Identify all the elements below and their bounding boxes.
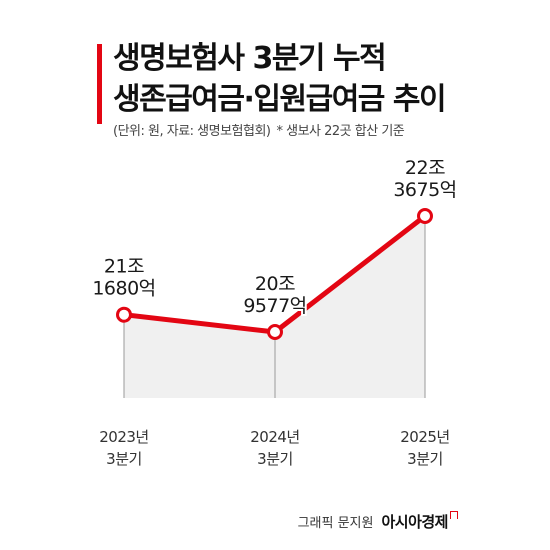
chart-subtitle: (단위: 원, 자료: 생명보험협회) * 생보사 22곳 합산 기준 — [113, 120, 405, 139]
chart-title-line1: 생명보험사 3분기 누적 — [113, 41, 387, 76]
source-note: (단위: 원, 자료: 생명보험협회) — [113, 124, 271, 139]
data-point-2 — [267, 324, 283, 340]
chart-title-line2: 생존급여금·입원급여금 추이 — [113, 82, 447, 117]
data-label-2-line2: 9577억 — [243, 295, 306, 317]
data-label-2-line1: 20조 — [255, 273, 295, 295]
data-label-1-line1: 21조 — [104, 256, 144, 278]
x-tick-label-3-line2: 3분기 — [407, 450, 443, 468]
x-tick-label-2-line1: 2024년 — [250, 428, 299, 446]
data-label-3-line1: 22조 — [405, 157, 445, 179]
data-point-1 — [116, 306, 132, 323]
graphic-credit: 그래픽 문지원 — [297, 516, 374, 531]
footer: 그래픽 문지원 아시아경제 — [298, 511, 458, 532]
x-tick-label-1-line2: 3분기 — [106, 450, 142, 468]
brand-mark-icon — [450, 511, 458, 519]
chart-title: 생명보험사 3분기 누적 생존급여금·입원급여금 추이 — [113, 38, 447, 120]
area-fill — [124, 216, 425, 398]
title-accent-bar — [97, 44, 102, 124]
x-tick-label-2-line2: 3분기 — [257, 450, 293, 468]
brand-logo: 아시아경제 — [381, 511, 458, 532]
data-label-3-line2: 3675억 — [393, 179, 456, 201]
x-tick-label-1-line1: 2023년 — [99, 428, 148, 446]
data-point-3 — [417, 208, 433, 224]
aggregation-note: * 생보사 22곳 합산 기준 — [276, 124, 405, 139]
brand-name: 아시아경제 — [381, 513, 448, 531]
data-label-1-line2: 1680억 — [92, 278, 155, 300]
x-tick-label-3-line1: 2025년 — [400, 428, 449, 446]
